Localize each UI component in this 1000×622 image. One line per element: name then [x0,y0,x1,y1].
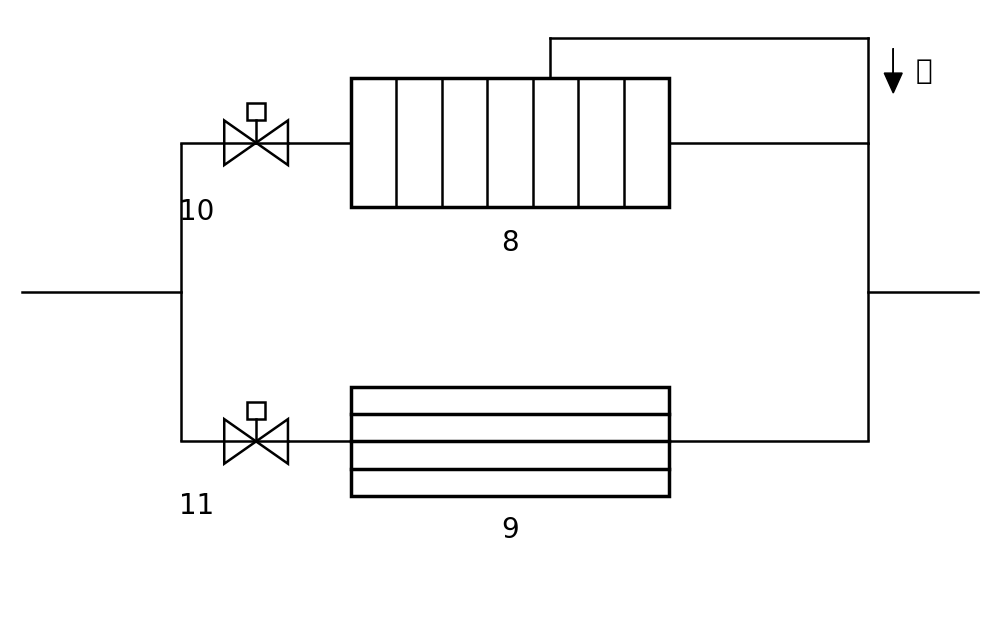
Bar [247,402,265,419]
Polygon shape [256,121,288,165]
Text: 8: 8 [501,230,519,258]
Bar [351,387,669,496]
Text: 水: 水 [915,57,932,85]
Bar [351,78,669,208]
Text: 11: 11 [179,492,214,520]
Polygon shape [224,419,256,464]
Polygon shape [256,419,288,464]
FancyArrow shape [884,48,902,93]
Text: 9: 9 [501,516,519,544]
Polygon shape [224,121,256,165]
Bar [247,103,265,121]
Text: 10: 10 [179,198,214,226]
